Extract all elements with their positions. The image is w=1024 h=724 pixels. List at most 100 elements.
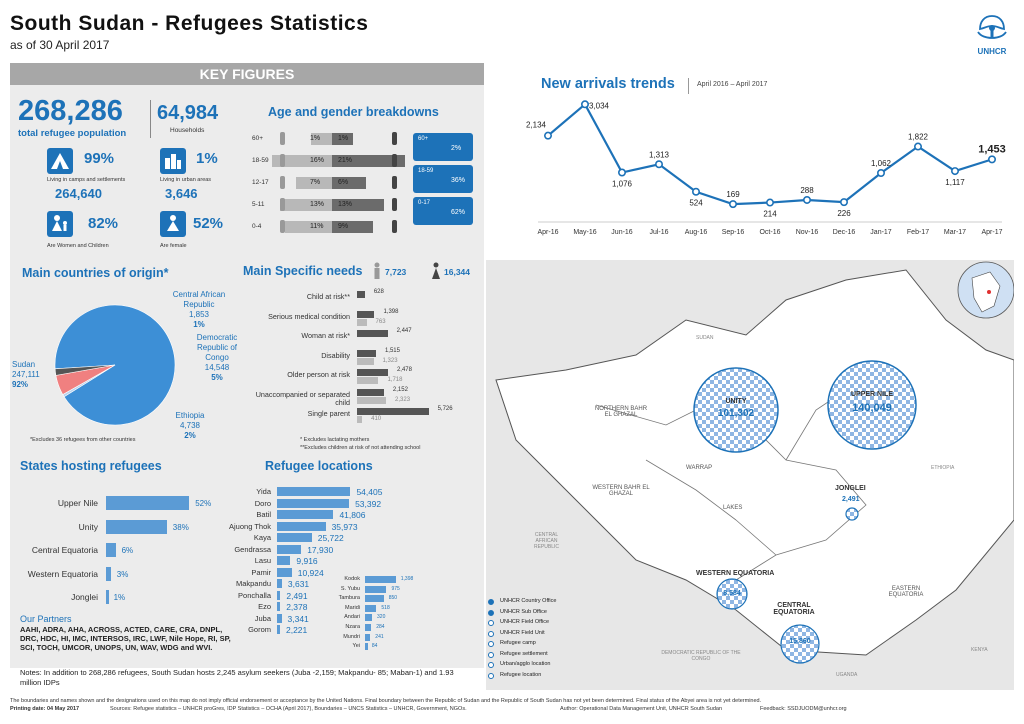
needs-bar-female (357, 388, 384, 396)
map-label-jonglei: JONGLEI (835, 485, 866, 492)
map-label-wbeg: WESTERN BAHR EL GHAZAL (592, 485, 650, 497)
male-bar (295, 177, 332, 189)
map-value-central-equatoria: 15,860 (789, 638, 811, 645)
needs-value-male: 1,323 (382, 357, 398, 364)
notes-text: Notes: In addition to 268,286 refugees, … (20, 668, 454, 687)
divider (150, 100, 151, 138)
location-value: 35,973 (331, 521, 358, 532)
origin-pie-chart (54, 304, 176, 426)
key-figures-banner: KEY FIGURES (10, 63, 484, 85)
male-bar (311, 133, 332, 145)
needs-bar-male (357, 357, 374, 365)
location-value: 41,806 (339, 510, 366, 520)
male-icon (280, 154, 285, 167)
location-name: Gendrassa (234, 544, 271, 554)
x-tick-label: Apr-17 (981, 229, 1002, 236)
new-arrivals-line-chart: 2,134 Apr-16 3,034 May-16 1,076 Jun-16 1,313 Ju… (526, 100, 1006, 236)
location-name: Juba (254, 613, 271, 623)
legend-label: UNHCR Field Unit (500, 629, 545, 636)
page-subtitle: as of 30 April 2017 (10, 38, 110, 52)
male-icon (280, 132, 285, 145)
location-name: Kaya (253, 533, 271, 542)
female-icon (392, 154, 397, 167)
needs-bar-male (357, 318, 367, 326)
needs-bar-female (357, 369, 388, 376)
x-tick-label: Apr-16 (537, 229, 558, 236)
needs-male-total: 7,723 (385, 267, 407, 277)
tent-icon (47, 148, 73, 174)
female-bar (332, 221, 374, 233)
female-bar (332, 133, 353, 145)
data-label: 1,822 (908, 133, 929, 142)
state-name: Upper Nile (57, 498, 98, 508)
age-group-value: 2% (451, 145, 462, 152)
map-label-uganda: UGANDA (836, 672, 858, 678)
location-name: Lasu (254, 556, 271, 565)
male-pct: 13% (310, 201, 325, 208)
x-tick-label: Jan-17 (870, 229, 892, 236)
origin-label-drc: Democratic Republic of Congo 14,548 5% (196, 333, 238, 382)
location-bar (277, 556, 291, 565)
origin-label-ethiopia: Ethiopia 4,738 2% (175, 411, 205, 440)
male-person-icon (372, 262, 382, 285)
legend-symbol-icon (488, 620, 494, 626)
age-group-value: 36% (451, 177, 466, 184)
x-tick-label: Oct-16 (759, 229, 780, 236)
female-icon (392, 220, 397, 233)
x-tick-label: May-16 (573, 229, 596, 236)
x-tick-label: Aug-16 (685, 229, 708, 236)
state-pct: 3% (116, 569, 129, 579)
map-label-kenya: KENYA (971, 647, 988, 653)
map-label-sudan: SUDAN (696, 335, 714, 341)
needs-label: Unaccompanied or separated child (255, 389, 350, 407)
data-label: 1,453 (978, 143, 1006, 155)
small-location-name: Kodok (344, 576, 360, 582)
small-location-value: 284 (376, 624, 385, 630)
unhcr-logo: UNHCR (970, 12, 1014, 56)
male-bar (280, 199, 332, 211)
legend-label: Refugee settlement (500, 650, 548, 657)
x-tick-label: Dec-16 (833, 229, 856, 236)
female-icon (392, 176, 397, 189)
location-name: Ezo (258, 602, 271, 611)
female-bar (332, 199, 384, 211)
age-group-label: 60+ (418, 136, 429, 142)
location-value: 3,341 (287, 613, 309, 624)
needs-value-female: 2,152 (392, 386, 408, 393)
needs-value-female: 628 (373, 289, 384, 295)
location-bar (277, 579, 282, 588)
data-label: 1,117 (945, 178, 965, 187)
small-location-name: S. Yubu (340, 585, 360, 592)
needs-title: Main Specific needs (243, 264, 363, 278)
data-point (766, 198, 775, 207)
age-group-value: 62% (451, 209, 466, 216)
legend-label: UNHCR Sub Office (500, 608, 547, 615)
needs-label: Single parent (307, 409, 350, 418)
map-label-unity: UNITY (725, 398, 747, 405)
small-location-value: 975 (391, 585, 400, 592)
location-bar (277, 602, 281, 611)
female-pct: 9% (338, 223, 349, 230)
data-label: 1,062 (871, 159, 892, 168)
legend-label: UNHCR Country Office (500, 598, 557, 604)
urban-count: 3,646 (165, 186, 198, 201)
legend-label: Urban/agglo location (500, 661, 551, 667)
needs-bar-female (357, 310, 375, 318)
needs-bar-female (357, 408, 429, 415)
location-name: Makpandu (235, 579, 271, 588)
age-group-label: 0-17 (418, 200, 431, 206)
male-bar (285, 221, 332, 233)
age-label: 12-17 (252, 179, 269, 186)
location-bar (277, 567, 292, 577)
female-pct: 6% (338, 179, 349, 186)
urban-label: Living in urban areas (160, 177, 212, 183)
map-label-central-equatoria: CENTRAL EQUATORIA (773, 602, 815, 616)
map-label-eastern-equatoria: EASTERN EQUATORIA (888, 586, 924, 598)
age-label: 0-4 (252, 223, 262, 230)
needs-label: Serious medical condition (268, 311, 350, 321)
data-point (913, 142, 922, 151)
legend-label: Refugee location (500, 671, 542, 678)
small-location-value: 84 (371, 643, 378, 650)
female-bar (332, 177, 366, 189)
map-value-upper-nile: 140,049 (852, 402, 892, 414)
